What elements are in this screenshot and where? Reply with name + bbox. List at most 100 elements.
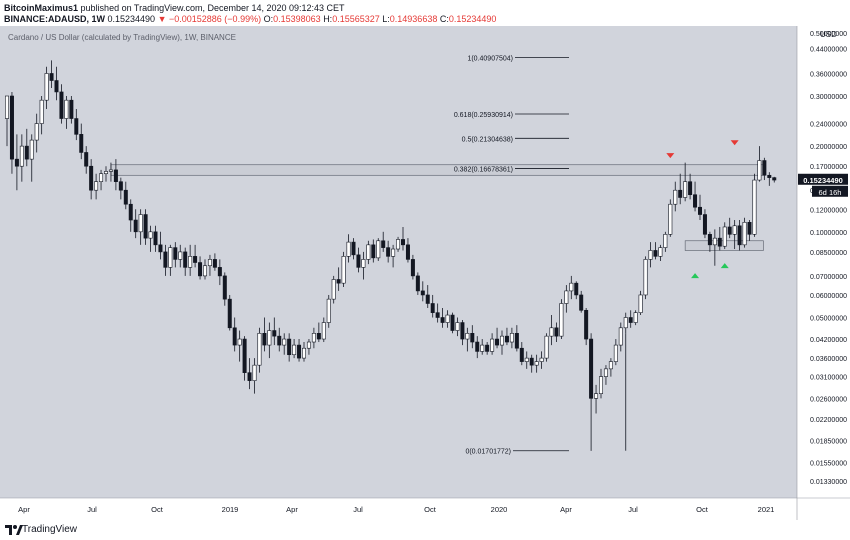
candle[interactable] (222, 275, 227, 300)
candle[interactable] (524, 357, 529, 362)
candle[interactable] (356, 254, 361, 268)
candle[interactable] (737, 225, 742, 246)
candle[interactable] (331, 279, 336, 300)
candle[interactable] (321, 322, 326, 340)
candle[interactable] (193, 256, 198, 263)
candle[interactable] (410, 259, 415, 277)
candle[interactable] (579, 294, 584, 311)
candle[interactable] (415, 275, 420, 292)
candle[interactable] (564, 290, 569, 304)
candle[interactable] (693, 194, 698, 208)
candle[interactable] (346, 241, 351, 257)
candle[interactable] (633, 312, 638, 323)
candle[interactable] (658, 247, 663, 257)
candle[interactable] (44, 73, 49, 101)
candle[interactable] (569, 282, 574, 292)
candle[interactable] (514, 333, 519, 349)
candle[interactable] (668, 203, 673, 235)
candle[interactable] (292, 344, 297, 356)
candle[interactable] (212, 259, 217, 268)
candle[interactable] (242, 338, 247, 373)
candle[interactable] (153, 231, 158, 246)
candle[interactable] (594, 393, 599, 399)
candle[interactable] (198, 262, 203, 277)
candle[interactable] (227, 298, 232, 329)
candle[interactable] (34, 123, 39, 141)
candle[interactable] (752, 179, 757, 235)
candle[interactable] (435, 312, 440, 318)
candle[interactable] (104, 171, 109, 175)
candle[interactable] (386, 247, 391, 257)
candle[interactable] (158, 244, 163, 253)
candle[interactable] (440, 317, 445, 323)
candle[interactable] (549, 327, 554, 337)
candle[interactable] (391, 248, 396, 257)
candle[interactable] (445, 314, 450, 323)
candle[interactable] (475, 341, 480, 352)
candle[interactable] (366, 244, 371, 260)
candle[interactable] (69, 99, 74, 119)
candle[interactable] (257, 333, 262, 366)
candle[interactable] (420, 290, 425, 296)
candle[interactable] (559, 303, 564, 337)
candle[interactable] (678, 189, 683, 198)
candle[interactable] (267, 330, 272, 346)
candle[interactable] (64, 99, 69, 119)
candle[interactable] (495, 338, 500, 346)
candle[interactable] (574, 282, 579, 296)
candle[interactable] (108, 169, 113, 172)
candle[interactable] (405, 244, 410, 260)
candle[interactable] (99, 173, 104, 182)
candle[interactable] (608, 361, 613, 370)
time-axis[interactable] (0, 498, 797, 520)
candle[interactable] (465, 333, 470, 340)
candle[interactable] (29, 139, 34, 160)
candle[interactable] (772, 177, 777, 181)
candle[interactable] (14, 158, 19, 167)
candle[interactable] (589, 338, 594, 399)
candle[interactable] (19, 145, 24, 167)
price-axis[interactable] (797, 26, 850, 520)
candle[interactable] (554, 327, 559, 337)
candle[interactable] (519, 347, 524, 362)
candle[interactable] (59, 91, 64, 119)
candle[interactable] (133, 219, 138, 233)
candle[interactable] (425, 294, 430, 304)
candle[interactable] (54, 80, 59, 93)
candle[interactable] (163, 251, 168, 268)
candle[interactable] (118, 181, 123, 191)
candle[interactable] (287, 338, 292, 356)
candle[interactable] (301, 347, 306, 359)
candle[interactable] (712, 237, 717, 246)
candle[interactable] (732, 225, 737, 235)
candle[interactable] (767, 174, 772, 178)
candle[interactable] (584, 309, 589, 340)
candle[interactable] (371, 244, 376, 259)
candle[interactable] (598, 376, 603, 394)
candle[interactable] (217, 267, 222, 277)
candle[interactable] (277, 335, 282, 346)
price-chart[interactable]: Cardano / US Dollar (calculated by Tradi… (0, 26, 850, 520)
candle[interactable] (326, 298, 331, 323)
candle[interactable] (123, 189, 128, 205)
candle[interactable] (504, 335, 509, 343)
candle[interactable] (648, 250, 653, 260)
candle[interactable] (207, 259, 212, 267)
candle[interactable] (297, 344, 302, 359)
candle[interactable] (9, 95, 14, 160)
candle[interactable] (628, 317, 633, 323)
author-name[interactable]: BitcoinMaximus1 (4, 3, 79, 13)
candle[interactable] (341, 256, 346, 284)
candle[interactable] (707, 234, 712, 246)
candle[interactable] (306, 341, 311, 349)
candle[interactable] (534, 361, 539, 366)
candle[interactable] (747, 221, 752, 235)
candle[interactable] (643, 259, 648, 296)
candle[interactable] (316, 333, 321, 340)
candle[interactable] (603, 368, 608, 377)
candle[interactable] (618, 327, 623, 346)
candle[interactable] (252, 364, 257, 381)
candle[interactable] (381, 240, 386, 248)
candle[interactable] (450, 314, 455, 331)
candle[interactable] (653, 250, 658, 257)
